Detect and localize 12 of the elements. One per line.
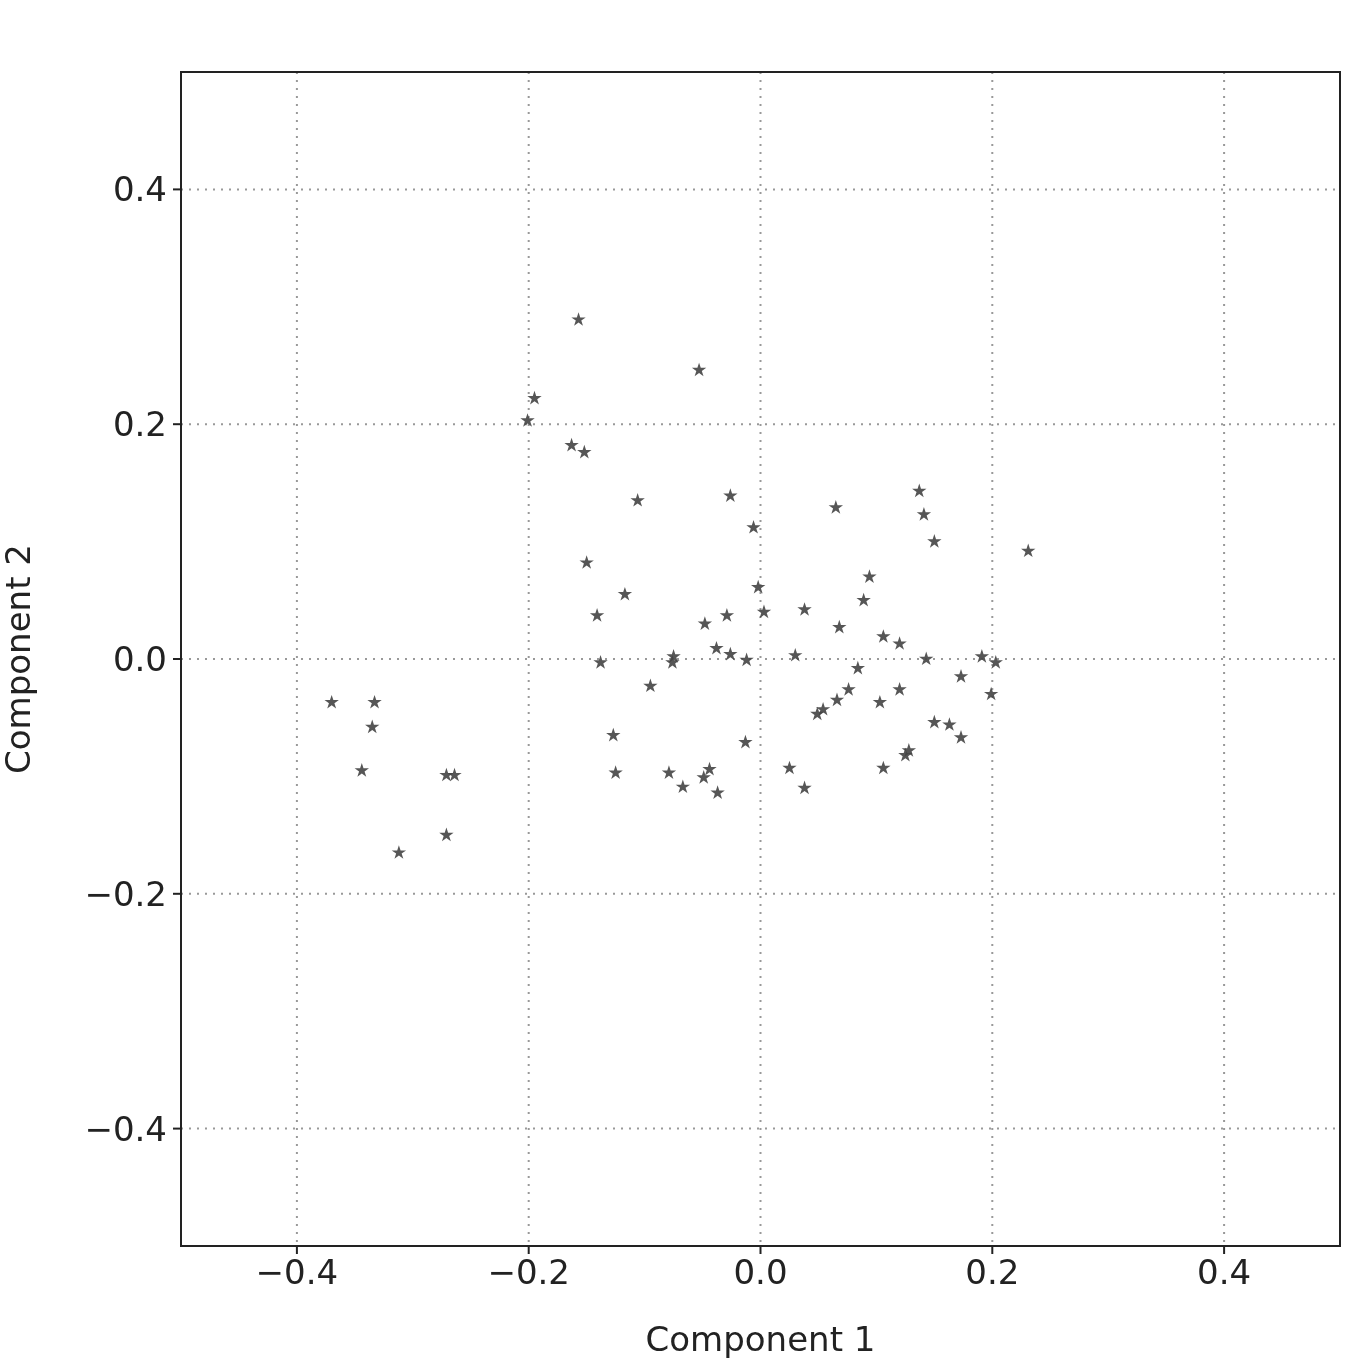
x-tick-label: −0.2 xyxy=(487,1252,570,1293)
y-tick-label: −0.4 xyxy=(84,1108,167,1149)
x-tick-label: 0.0 xyxy=(733,1252,788,1293)
y-tick-label: −0.2 xyxy=(84,873,167,914)
y-axis-title: Component 2 xyxy=(0,544,39,774)
x-tick-label: 0.4 xyxy=(1197,1252,1252,1293)
y-tick-label: 0.2 xyxy=(112,404,167,445)
x-axis-title: Component 1 xyxy=(645,1319,876,1359)
x-tick-label: 0.2 xyxy=(965,1252,1020,1293)
x-tick-label: −0.4 xyxy=(255,1252,339,1293)
y-tick-label: 0.4 xyxy=(112,169,167,210)
y-tick-label: 0.0 xyxy=(112,639,167,680)
